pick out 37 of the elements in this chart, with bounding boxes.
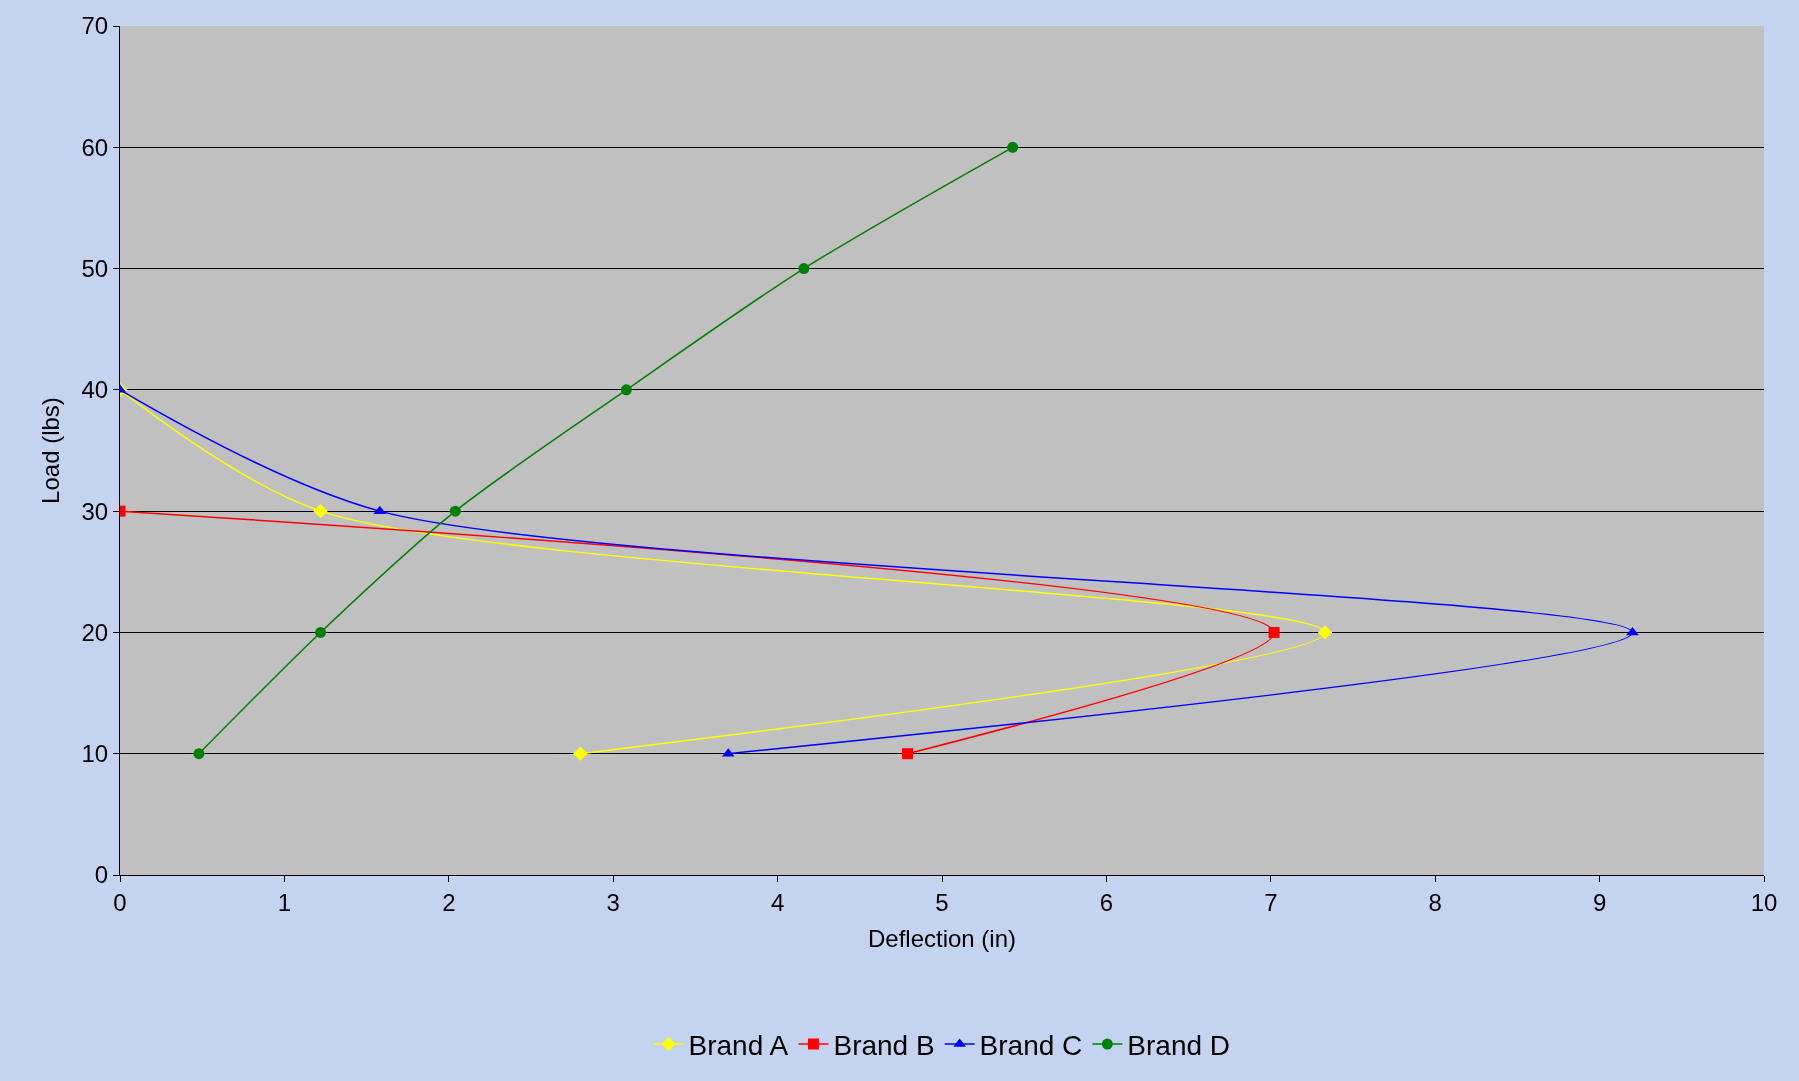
point	[1268, 626, 1280, 638]
point	[798, 263, 810, 275]
point	[313, 503, 328, 519]
x-tick-label: 6	[1099, 888, 1114, 916]
y-axis-title: Load (lbs)	[36, 397, 64, 504]
x-tick-label: 4	[770, 888, 785, 916]
y-tick-label: 70	[81, 12, 109, 40]
x-tick-label: 3	[606, 888, 620, 916]
point	[901, 748, 913, 760]
x-tick-label: 1	[277, 888, 292, 916]
y-tick-label: 10	[81, 740, 109, 768]
point	[315, 626, 327, 638]
y-tick-label: 40	[81, 376, 109, 404]
point	[193, 748, 205, 760]
y-tick-label: 0	[94, 861, 109, 889]
y-tick-label: 30	[81, 497, 109, 525]
x-tick-label: 0	[113, 888, 127, 916]
x-axis-title: Deflection (in)	[867, 925, 1017, 953]
y-tick-label: 20	[81, 618, 109, 646]
y-tick-label: 60	[81, 133, 109, 161]
point	[573, 746, 588, 761]
y-tick-label: 50	[81, 254, 109, 282]
x-tick-label: 7	[1264, 888, 1278, 916]
x-tick-label: 2	[442, 888, 456, 916]
legend-label: Brand C	[979, 1029, 1083, 1061]
x-tick-label: 10	[1750, 888, 1778, 916]
legend-label: Brand B	[833, 1029, 935, 1061]
point	[1317, 625, 1333, 640]
point	[1626, 626, 1639, 636]
legend-label: Brand A	[688, 1029, 789, 1061]
x-tick-label: 9	[1592, 888, 1607, 916]
x-tick-label: 8	[1428, 888, 1442, 916]
legend-label: Brand D	[1127, 1029, 1231, 1061]
point	[1007, 141, 1019, 153]
x-tick-label: 5	[935, 888, 949, 916]
point	[620, 384, 632, 396]
point	[449, 505, 461, 517]
